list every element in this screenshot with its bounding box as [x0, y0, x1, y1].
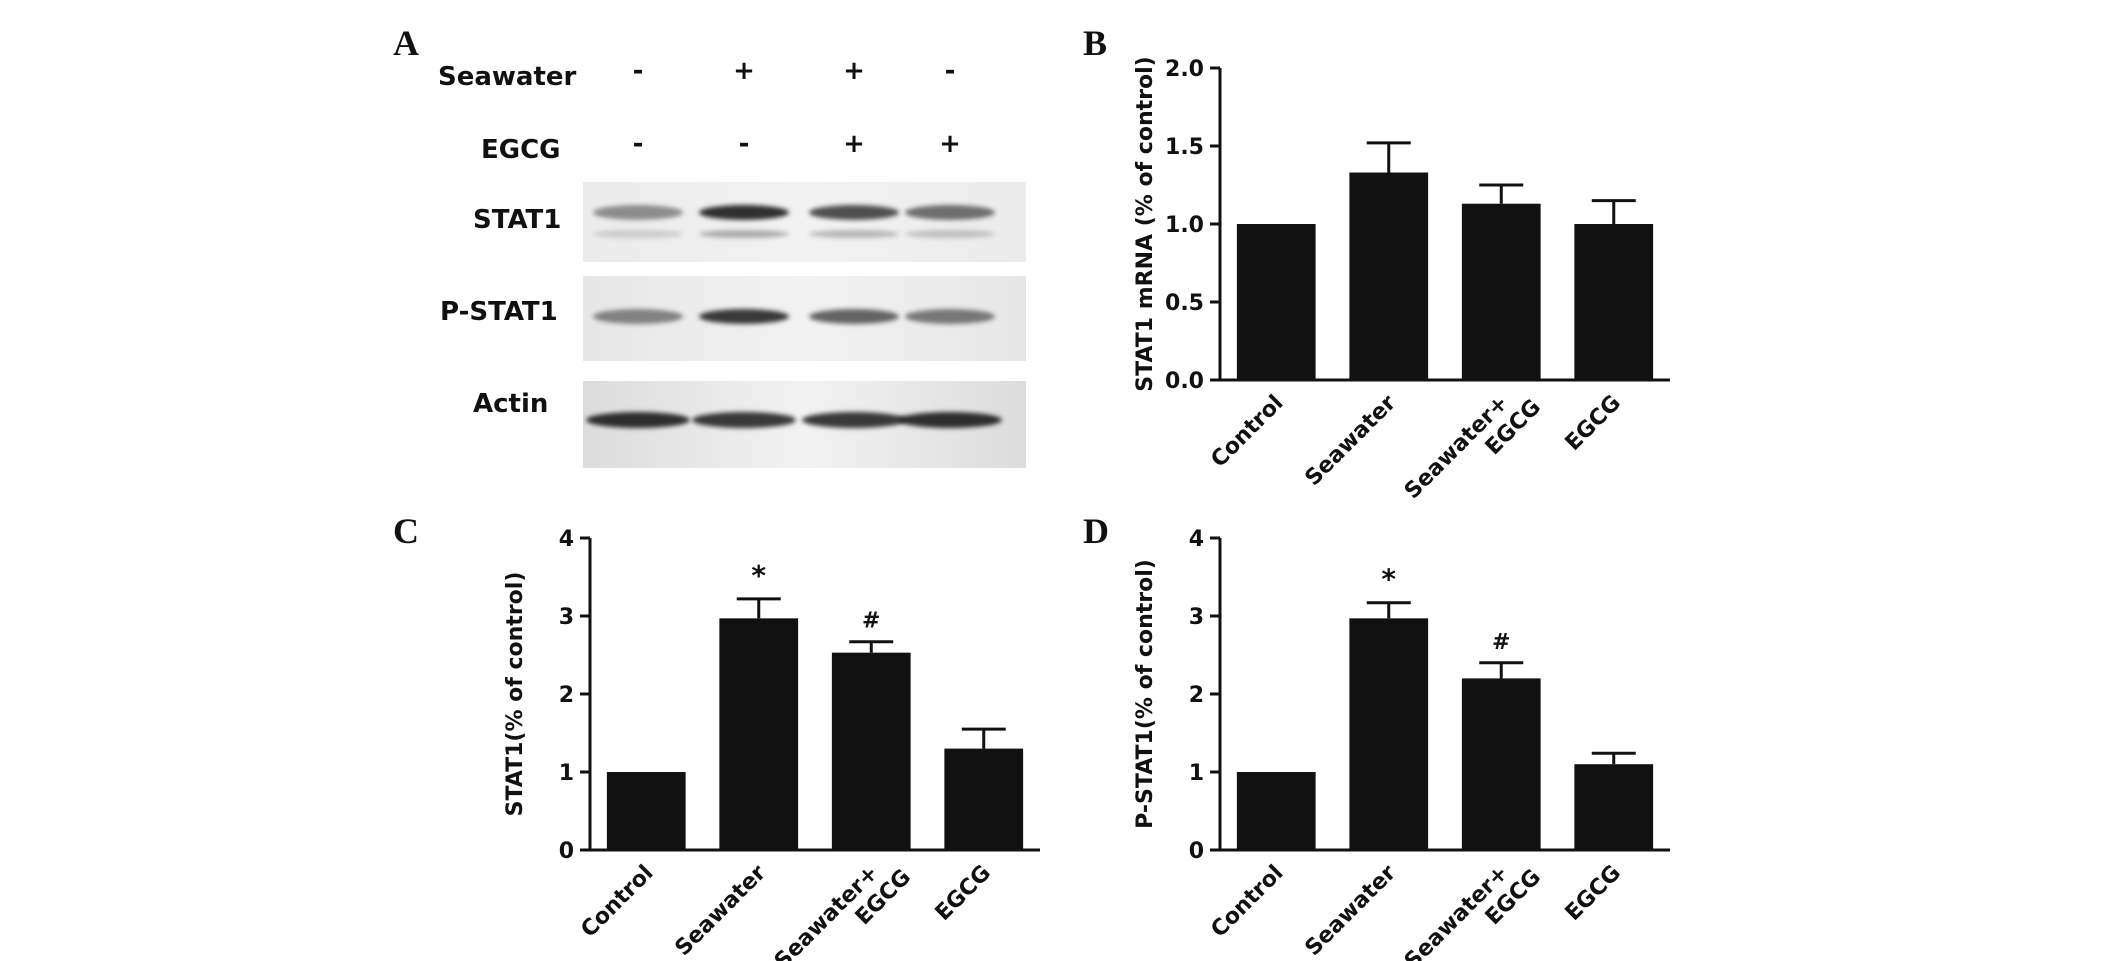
blot-band [593, 308, 683, 324]
bar [1236, 772, 1316, 850]
bar [1349, 618, 1429, 850]
y-tick-label: 4 [559, 527, 574, 552]
treatment-sign: + [843, 129, 865, 159]
y-tick-label: 1 [1189, 761, 1204, 786]
blot-row-label: Actin [473, 389, 549, 419]
x-tick-label-line: Seawater [1301, 860, 1402, 961]
x-tick-label: Seawater [671, 860, 772, 961]
bar [1236, 224, 1316, 380]
treatment-sign: - [738, 129, 750, 159]
treatment-sign: - [632, 129, 644, 159]
condition-label: Seawater [438, 62, 577, 92]
blot-band [699, 230, 789, 238]
x-tick-label: EGCG [1561, 391, 1626, 456]
x-tick-label: EGCG [1561, 861, 1626, 926]
chart-stat1-mrna: 0.0 0.5 1.0 1.5 2.0 STAT1 mRNA (% of control)… [1133, 56, 1670, 504]
panel-label-b: B [1083, 23, 1108, 63]
bar [719, 618, 799, 850]
x-tick-label: Control [1207, 391, 1289, 473]
x-tick-label: Seawater [1301, 860, 1402, 961]
blot-strip [583, 381, 1026, 468]
blot-band [898, 412, 1002, 428]
blot-band [593, 204, 683, 220]
y-tick-label: 2 [1189, 683, 1204, 708]
panel-label-a: A [393, 23, 419, 63]
x-tick-label-line: Control [577, 861, 659, 943]
blot-band [802, 412, 906, 428]
y-tick-label: 1.5 [1165, 135, 1204, 160]
panel-label-d: D [1083, 511, 1109, 551]
blot-band [586, 412, 690, 428]
blot-row-label: STAT1 [473, 205, 562, 235]
x-tick-label-line: Seawater [1301, 390, 1402, 491]
x-tick-label: EGCG [931, 861, 996, 926]
bar [1461, 678, 1541, 850]
blot-band [905, 308, 995, 324]
x-tick-label: Seawater [1301, 390, 1402, 491]
treatment-sign: + [733, 56, 755, 86]
blot-band [905, 230, 995, 238]
y-tick-label: 2.0 [1165, 57, 1204, 82]
panel-label-c: C [393, 511, 419, 551]
significance-marker: # [1492, 630, 1510, 655]
bar [944, 748, 1024, 850]
x-tick-label: Control [1207, 861, 1289, 943]
y-tick-label: 0.0 [1165, 369, 1204, 394]
bar [606, 772, 686, 850]
blot-strip [583, 182, 1026, 262]
y-tick-label: 0 [559, 839, 574, 864]
y-tick-label: 3 [559, 605, 574, 630]
y-tick-label: 0 [1189, 839, 1204, 864]
x-tick-label: Control [577, 861, 659, 943]
blot-row-label: P-STAT1 [440, 297, 558, 327]
y-tick-label: 0.5 [1165, 291, 1204, 316]
y-tick-label: 3 [1189, 605, 1204, 630]
treatment-sign: + [843, 56, 865, 86]
chart-stat1-protein: 0 1 2 3 4 STAT1(% of control) Control * Seawater… [503, 527, 1040, 961]
blot-strip [583, 276, 1026, 361]
y-axis-title: STAT1 mRNA (% of control) [1133, 56, 1158, 391]
y-tick-label: 1 [559, 761, 574, 786]
bar [1574, 224, 1654, 380]
blot-band [699, 308, 789, 324]
y-axis-title: P-STAT1(% of control) [1133, 559, 1158, 829]
blot-band [593, 230, 683, 238]
blot-band [905, 204, 995, 220]
x-tick-label-line: EGCG [1561, 391, 1626, 456]
significance-marker: * [1381, 563, 1396, 596]
blot-band [809, 308, 899, 324]
blot-band [692, 412, 796, 428]
x-tick-label-line: EGCG [1561, 861, 1626, 926]
x-tick-label-line: Control [1207, 861, 1289, 943]
x-tick-label: Seawater+EGCG [1400, 376, 1546, 522]
bar [831, 652, 911, 850]
blot-band [809, 230, 899, 238]
chart-p-stat1-protein: 0 1 2 3 4 P-STAT1(% of control) Control * Seawat… [1133, 527, 1670, 961]
y-tick-label: 1.0 [1165, 213, 1204, 238]
condition-label: EGCG [481, 135, 561, 165]
treatment-sign: - [632, 56, 644, 86]
bar [1461, 203, 1541, 380]
y-tick-label: 4 [1189, 527, 1204, 552]
blot-band [699, 204, 789, 220]
y-axis-title: STAT1(% of control) [503, 572, 528, 817]
significance-marker: # [862, 609, 880, 634]
x-tick-label: Seawater+EGCG [1400, 846, 1546, 961]
treatment-sign: - [944, 56, 956, 86]
blot-band [809, 204, 899, 220]
bar [1574, 764, 1654, 850]
x-tick-label-line: Seawater [671, 860, 772, 961]
x-tick-label: Seawater+EGCG [770, 846, 916, 961]
x-tick-label-line: EGCG [931, 861, 996, 926]
y-tick-label: 2 [559, 683, 574, 708]
significance-marker: * [751, 559, 766, 592]
x-tick-label-line: Control [1207, 391, 1289, 473]
treatment-sign: + [939, 129, 961, 159]
bar [1349, 172, 1429, 380]
